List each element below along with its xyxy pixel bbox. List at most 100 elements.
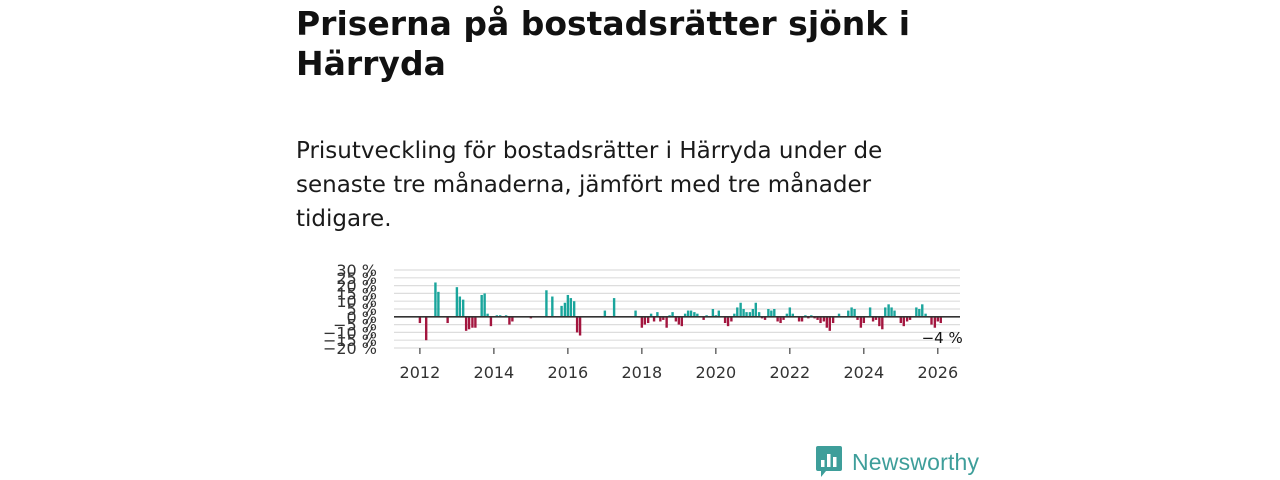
bar-negative <box>874 316 878 320</box>
bar-negative <box>578 316 582 336</box>
bar-positive <box>612 298 616 317</box>
bar-negative <box>819 316 822 324</box>
x-tick-label: 2020 <box>695 363 736 382</box>
y-tick-label: −10 % <box>323 323 377 342</box>
x-tick-label: 2014 <box>474 363 515 382</box>
bar-positive <box>748 312 752 317</box>
bar-positive <box>868 307 872 317</box>
bar-negative <box>782 316 785 320</box>
bar-positive <box>893 310 896 317</box>
bar-negative <box>816 316 819 320</box>
bar-negative <box>471 316 474 328</box>
bar-positive <box>458 296 462 317</box>
bar-positive <box>717 310 721 317</box>
bar-negative <box>640 316 644 328</box>
bar-positive <box>686 310 690 317</box>
bar-positive <box>757 312 761 317</box>
x-tick-label: 2022 <box>769 363 810 382</box>
bar-negative <box>643 316 647 325</box>
bar-negative <box>730 316 733 322</box>
bar-negative <box>726 316 730 327</box>
brand-name: Newsworthy <box>852 448 980 475</box>
bar-negative <box>508 316 511 325</box>
x-tick-label: 2016 <box>548 363 589 382</box>
y-tick-label: 15 % <box>336 284 377 303</box>
bar-negative <box>831 316 835 324</box>
bar-negative <box>418 316 422 324</box>
bars <box>418 282 942 341</box>
bar-negative <box>856 316 859 320</box>
bar-negative <box>446 316 449 324</box>
bar-negative <box>859 316 863 328</box>
bar-negative <box>881 316 884 330</box>
y-axis-labels: 30 %25 %20 %15 %10 %5 %0 %−5 %−10 %−15 %… <box>323 261 377 358</box>
bar-positive <box>887 304 890 317</box>
bar-positive <box>671 312 674 317</box>
newsworthy-logo-icon <box>816 446 842 477</box>
bar-positive <box>788 307 792 317</box>
bar-negative <box>474 316 477 328</box>
bar-negative <box>659 316 662 322</box>
bar-negative <box>662 316 665 320</box>
page-title: Priserna på bostadsrätter sjönk i Härryd… <box>296 4 911 83</box>
bar-positive <box>689 310 693 317</box>
bar-negative <box>702 316 705 320</box>
grid-lines <box>394 269 960 349</box>
bar-positive <box>924 313 927 317</box>
bar-negative <box>905 316 909 322</box>
y-tick-label: 0 % <box>347 308 377 327</box>
bar-negative <box>828 316 831 331</box>
bar-positive <box>884 307 887 317</box>
bar-positive <box>921 304 924 317</box>
bar-positive <box>455 287 459 317</box>
bar-positive <box>767 309 770 317</box>
bar-positive <box>545 290 548 317</box>
bar-positive <box>656 312 659 317</box>
bar-positive <box>437 291 440 317</box>
bar-negative <box>936 316 940 322</box>
bar-positive <box>634 310 637 317</box>
y-tick-label: 25 % <box>336 269 377 288</box>
bar-positive <box>754 302 757 317</box>
y-tick-label: 10 % <box>336 292 377 311</box>
bar-negative <box>674 316 678 322</box>
bar-positive <box>745 312 748 317</box>
bar-positive <box>791 313 794 317</box>
bar-negative <box>902 316 905 327</box>
y-tick-label: −15 % <box>323 331 377 350</box>
y-tick-label: −20 % <box>323 339 377 358</box>
last-value-label: −4 % <box>922 329 963 347</box>
newsworthy-brand: Newsworthy <box>814 445 979 479</box>
bar-positive <box>560 305 563 317</box>
bar-positive <box>739 302 742 317</box>
bar-positive <box>563 302 567 317</box>
x-tick-label: 2026 <box>917 363 958 382</box>
bar-positive <box>773 309 776 317</box>
bar-negative <box>871 316 875 322</box>
bar-positive <box>837 313 841 317</box>
bar-positive <box>693 312 696 317</box>
bar-positive <box>742 309 745 317</box>
bar-positive <box>461 299 465 317</box>
x-axis: 2012 2014 2016 2018 2020 2022 2024 2026 <box>400 348 958 382</box>
bar-negative <box>652 316 656 322</box>
bar-negative <box>779 316 782 324</box>
bar-positive <box>853 309 856 317</box>
bar-positive <box>850 307 853 317</box>
bar-positive <box>915 307 918 317</box>
bar-positive <box>486 313 489 317</box>
bar-positive <box>683 313 687 317</box>
y-tick-label: 20 % <box>336 277 377 296</box>
bar-negative <box>776 316 779 322</box>
bar-negative <box>800 316 804 322</box>
x-tick-label: 2012 <box>400 363 441 382</box>
bar-negative <box>939 316 942 324</box>
bar-negative <box>862 316 866 324</box>
bar-negative <box>878 316 881 327</box>
bar-positive <box>733 313 736 317</box>
bar-negative <box>680 316 684 327</box>
bar-negative <box>646 316 650 324</box>
x-tick-label: 2018 <box>621 363 662 382</box>
bar-positive <box>890 307 893 317</box>
x-tick-label: 2024 <box>843 363 884 382</box>
